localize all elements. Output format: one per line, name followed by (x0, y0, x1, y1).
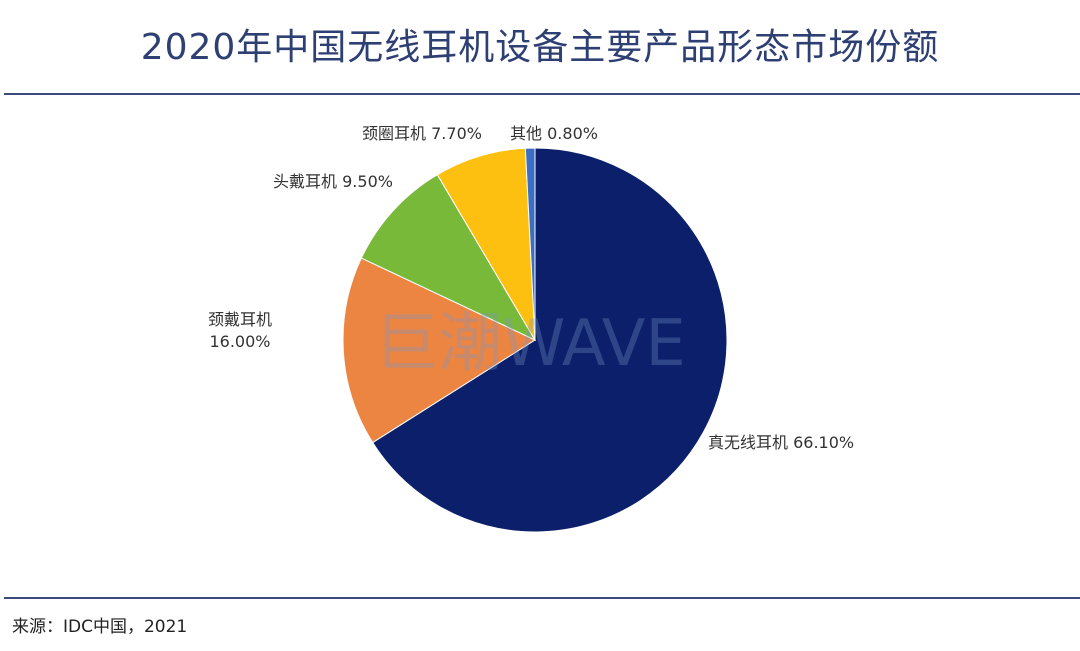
title-divider (4, 93, 1080, 95)
slice-label-2: 头戴耳机 9.50% (273, 172, 393, 191)
chart-title: 2020年中国无线耳机设备主要产品形态市场份额 (140, 27, 940, 68)
watermark-text: 巨潮WAVE (374, 307, 686, 381)
slice-labels: 真无线耳机 66.10% 颈戴耳机 16.00% 头戴耳机 9.50% 颈圈耳机 7.7… (208, 124, 854, 452)
slice-value-label-1: 16.00% (209, 332, 270, 351)
pie-slice-0 (371, 147, 728, 533)
slice-label-4: 其他 0.80% (510, 124, 598, 143)
slice-label-1: 颈戴耳机 (208, 310, 272, 329)
pie-slice-4 (524, 147, 536, 341)
source-note: 来源：IDC中国，2021 (12, 617, 188, 637)
pie-slice-3 (436, 147, 536, 341)
slice-label-3: 颈圈耳机 7.70% (362, 124, 482, 143)
pie-slice-1 (342, 257, 537, 444)
slice-label-0: 真无线耳机 66.10% (708, 433, 854, 452)
footer-divider (4, 597, 1080, 599)
pie-slices (342, 147, 728, 533)
pie-slice-2 (360, 174, 537, 342)
